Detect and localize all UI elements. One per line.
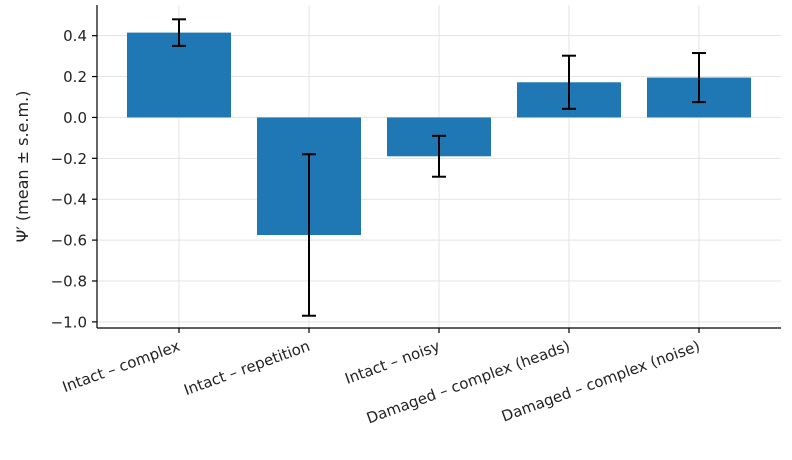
- x-tick-label: Intact – complex: [60, 337, 183, 396]
- x-tick-label: Intact – repetition: [181, 337, 312, 399]
- y-tick-label: −0.8: [51, 272, 87, 290]
- x-tick-label: Damaged – complex (heads): [364, 337, 572, 428]
- y-tick-label: −0.6: [51, 232, 87, 250]
- y-tick-label: 0.0: [63, 109, 87, 127]
- y-tick-label: −0.2: [51, 150, 87, 168]
- x-tick-label: Intact – noisy: [343, 337, 443, 388]
- y-tick-label: −0.4: [51, 191, 87, 209]
- y-tick-label: 0.4: [63, 27, 87, 45]
- y-ticks: 0.4 0.2 0.0 −0.2 −0.4 −0.6 −0.8 −1.0: [51, 27, 97, 331]
- y-axis-label: Ψ′ (mean ± s.e.m.): [13, 91, 32, 243]
- y-tick-label: 0.2: [63, 68, 87, 86]
- y-tick-label: −1.0: [51, 313, 87, 331]
- x-ticks: Intact – complex Intact – repetition Intac…: [60, 328, 702, 427]
- error-bars: [172, 18, 706, 317]
